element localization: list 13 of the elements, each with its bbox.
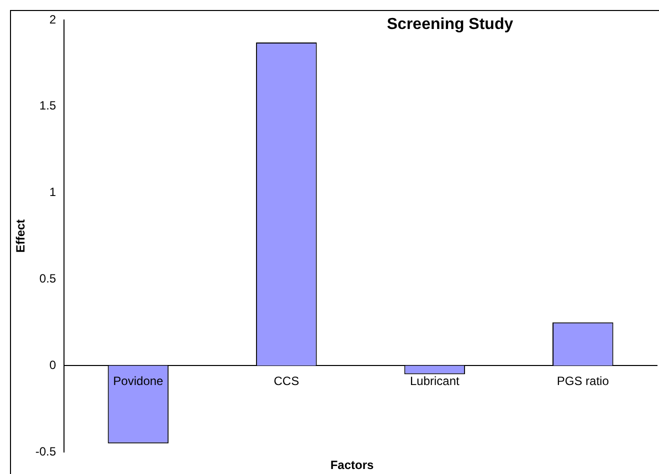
y-tick-label: 0.5 — [39, 272, 56, 286]
y-tick-label: -0.5 — [35, 444, 56, 458]
x-tick-label: Lubricant — [410, 374, 460, 388]
y-axis-title: Effect — [14, 219, 28, 253]
x-tick-label: CCS — [274, 374, 300, 388]
x-axis-title: Factors — [329, 458, 375, 472]
x-tick-label: Povidone — [113, 374, 164, 388]
y-tick-label: 2 — [49, 12, 56, 26]
y-tick-label: 0 — [49, 358, 56, 372]
x-tick-label: PGS ratio — [556, 374, 610, 388]
chart-title: Screening Study — [386, 16, 514, 34]
y-tick-label: 1.5 — [39, 98, 56, 113]
y-tick-label: 1 — [49, 185, 56, 200]
